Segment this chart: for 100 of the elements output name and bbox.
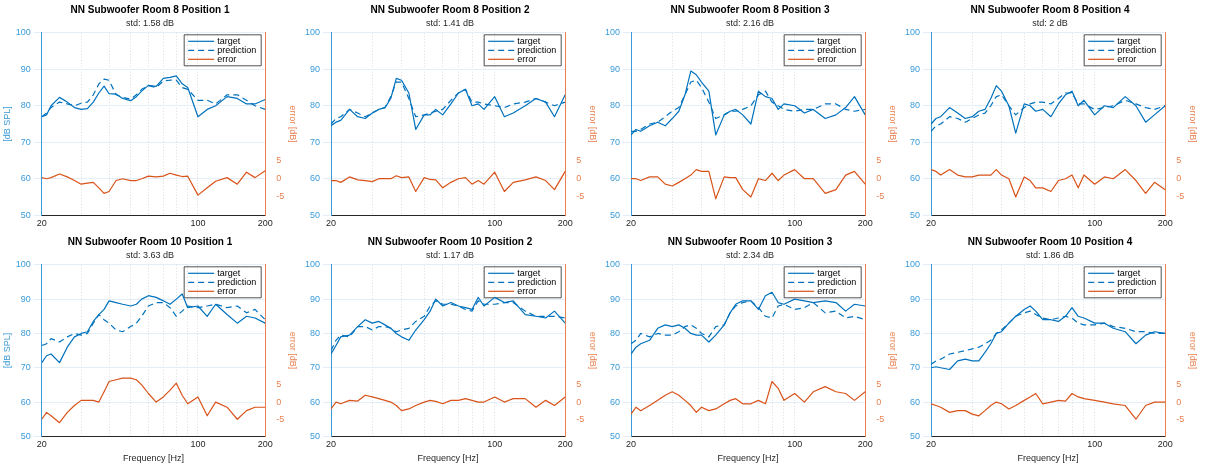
y-tick-label: 100 (904, 27, 921, 38)
legend-label: target (1117, 267, 1141, 278)
y-tick-label: 80 (310, 327, 321, 338)
y2-tick-label: 5 (576, 379, 582, 390)
y-tick-label: 100 (15, 259, 31, 270)
y2-tick-label: 0 (576, 173, 582, 184)
y-tick-label: 70 (610, 136, 621, 147)
y2-axis-title: error [dB] (1188, 105, 1199, 143)
y2-tick-label: -5 (1176, 191, 1185, 202)
legend-label: error (517, 285, 537, 296)
y-tick-label: 80 (910, 100, 921, 111)
y-tick-label: 90 (310, 293, 321, 304)
chart-subtitle: std: 1.86 dB (1025, 249, 1075, 260)
y-tick-label: 70 (20, 136, 31, 147)
chart-title: NN Subwoofer Room 10 Position 3 (667, 235, 833, 247)
legend-label: prediction (217, 44, 257, 55)
legend-label: prediction (517, 276, 557, 287)
chart-title: NN Subwoofer Room 8 Position 4 (970, 3, 1130, 15)
y-tick-label: 80 (910, 327, 921, 338)
y2-axis-title: error [dB] (888, 331, 899, 370)
legend-label: error (517, 53, 537, 64)
x-tick-label: 20 (626, 218, 637, 229)
y-tick-label: 90 (610, 293, 621, 304)
legend-label: target (817, 35, 841, 46)
y2-tick-label: 5 (876, 154, 882, 165)
y-tick-label: 100 (904, 259, 921, 270)
x-tick-label: 200 (257, 439, 273, 450)
y-tick-label: 90 (20, 63, 31, 74)
y2-tick-label: 5 (1176, 154, 1182, 165)
x-tick-label: 100 (190, 218, 206, 229)
y-axis-title: [dB SPL] (1, 332, 12, 369)
y2-tick-label: 5 (1176, 379, 1182, 390)
y-tick-label: 70 (610, 362, 621, 373)
y2-axis-title: error [dB] (288, 105, 299, 143)
y-tick-label: 90 (610, 63, 621, 74)
y2-tick-label: 0 (576, 396, 582, 407)
x-tick-label: 200 (857, 439, 873, 450)
chart-subtitle: std: 2 dB (1032, 17, 1068, 28)
y2-tick-label: 0 (876, 396, 882, 407)
y-tick-label: 90 (910, 293, 921, 304)
y-tick-label: 100 (304, 27, 321, 38)
y-tick-label: 60 (910, 396, 921, 407)
y-tick-label: 60 (310, 173, 321, 184)
y-tick-label: 50 (610, 209, 621, 220)
x-axis-title: Frequency [Hz] (417, 453, 479, 464)
x-tick-label: 20 (626, 439, 637, 450)
y-tick-label: 60 (610, 396, 621, 407)
y-tick-label: 60 (20, 173, 31, 184)
y-tick-label: 50 (910, 209, 921, 220)
y-tick-label: 70 (910, 362, 921, 373)
legend-label: target (1117, 35, 1141, 46)
legend-label: error (817, 285, 837, 296)
chart-subtitle: std: 1.17 dB (425, 249, 475, 260)
x-tick-label: 100 (190, 439, 206, 450)
y-axis-title: [dB SPL] (1, 106, 12, 142)
y-tick-label: 60 (310, 396, 321, 407)
x-tick-label: 100 (1087, 439, 1103, 450)
chart-title: NN Subwoofer Room 10 Position 4 (967, 235, 1133, 247)
x-tick-label: 100 (787, 218, 803, 229)
chart-subtitle: std: 2.16 dB (725, 17, 775, 28)
y-tick-label: 50 (610, 430, 621, 441)
chart-subtitle: std: 1.58 dB (125, 17, 175, 28)
chart-title: NN Subwoofer Room 8 Position 3 (670, 3, 830, 15)
y-tick-label: 90 (310, 63, 321, 74)
legend-label: target (217, 35, 241, 46)
legend-label: prediction (217, 276, 257, 287)
y2-tick-label: -5 (576, 413, 585, 424)
y-tick-label: 60 (910, 173, 921, 184)
y-tick-label: 100 (604, 259, 621, 270)
legend-label: error (1117, 285, 1137, 296)
legend-label: prediction (517, 44, 557, 55)
y2-tick-label: 0 (1176, 396, 1182, 407)
y2-axis-title: error [dB] (588, 105, 599, 143)
x-tick-label: 100 (487, 218, 503, 229)
x-tick-label: 200 (1157, 439, 1173, 450)
y-tick-label: 100 (15, 27, 31, 38)
y2-tick-label: 0 (276, 396, 282, 407)
x-tick-label: 20 (926, 439, 937, 450)
legend-label: target (217, 267, 241, 278)
x-tick-label: 20 (926, 218, 937, 229)
chart-subtitle: std: 3.63 dB (125, 249, 175, 260)
chart-title: NN Subwoofer Room 8 Position 2 (370, 3, 530, 15)
y2-tick-label: 5 (576, 154, 582, 165)
x-tick-label: 200 (1157, 218, 1173, 229)
legend-label: error (217, 53, 237, 64)
y-tick-label: 100 (604, 27, 621, 38)
y2-tick-label: 5 (876, 379, 882, 390)
y-tick-label: 70 (910, 136, 921, 147)
y-tick-label: 50 (310, 430, 321, 441)
legend-label: error (217, 285, 237, 296)
chart-title: NN Subwoofer Room 10 Position 2 (367, 235, 533, 247)
x-tick-label: 20 (326, 439, 337, 450)
y-tick-label: 90 (910, 63, 921, 74)
legend-label: target (517, 35, 541, 46)
y-tick-label: 60 (20, 396, 31, 407)
chart-subtitle: std: 1.41 dB (425, 17, 475, 28)
y-tick-label: 100 (304, 259, 321, 270)
y-tick-label: 50 (20, 430, 31, 441)
y-tick-label: 80 (310, 100, 321, 111)
y2-tick-label: -5 (276, 191, 285, 202)
